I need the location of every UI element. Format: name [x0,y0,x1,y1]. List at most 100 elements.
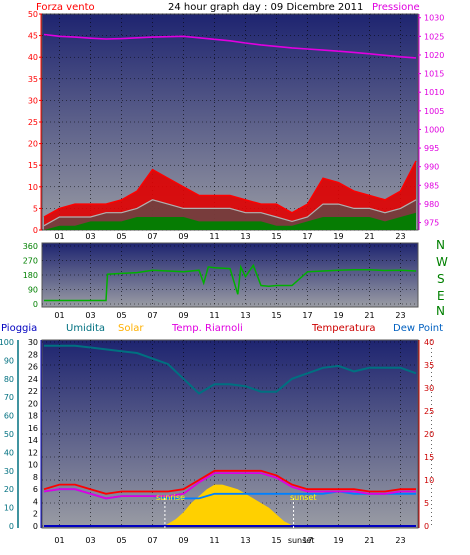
temperature-y-tick-label: 15 [424,453,434,462]
panel3-x-tick-label: 23 [395,536,405,545]
direction-y-tick-label: 90 [28,286,38,295]
humidity-line [44,344,417,395]
rain-y-tick-label: 6 [33,485,38,494]
panel2-x-tick-label: 11 [209,311,219,320]
panel1-x-tick-label: 23 [395,232,405,241]
rain-y-tick-label: 18 [28,412,38,421]
sunset-label: sunset [290,493,317,502]
wind-avg-area [44,212,416,230]
temperature-y-tick-label: 25 [424,407,434,416]
direction-y-tick-label: 360 [23,242,38,251]
pressure-y-tick-label: 985 [424,181,439,190]
solar-area [164,484,294,526]
direction-y-tick-label: 180 [23,271,38,280]
legend-solar: Solar [118,323,144,334]
temperature-line [43,469,416,495]
panel3-x-tick-label: 09 [178,536,188,545]
legend-humidity: Umidita [66,323,105,334]
panel3-x-tick-label: 11 [209,536,219,545]
panel1-x-tick-label: 19 [333,232,343,241]
panel1-x-tick-label: 11 [209,232,219,241]
chart-title: 24 hour graph day : 09 Dicembre 2011 [168,2,363,13]
legend-feels-temp: Temp. Riarnoli [171,323,243,334]
temperature-y-tick-label: 10 [424,476,434,485]
panel3-x-tick-label: 15 [271,536,281,545]
pressure-y-tick-label: 1025 [424,32,444,41]
panel1-x-tick-label: 13 [240,232,250,241]
direction-y-tick-label: 0 [33,300,38,309]
panel2-x-tick-label: 23 [395,311,405,320]
rain-y-tick-label: 16 [28,424,38,433]
panel3-x-tick-label: 07 [147,536,157,545]
rain-y-tick-label: 12 [28,448,38,457]
wind-y-tick-label: 5 [33,204,38,213]
wind-y-tick-label: 20 [28,140,38,149]
rain-y-tick-label: 8 [33,473,38,482]
pressure-y-tick-label: 1010 [424,88,444,97]
panel2-x-tick-label: 03 [85,311,95,320]
panel2-x-tick-label: 15 [271,311,281,320]
temperature-y-tick-label: 5 [424,499,429,508]
panel3-x-tick-label: 21 [364,536,374,545]
humidity-y-tick-label: 50 [4,430,14,439]
panel1-x-tick-label: 07 [147,232,157,241]
direction-y-tick-label: 270 [23,257,38,266]
compass-label-n-top: N [436,238,445,252]
wind-axis-label: Forza vento [36,2,95,13]
pressure-y-tick-label: 975 [424,219,439,228]
panel2-x-tick-label: 09 [178,311,188,320]
pressure-y-tick-label: 990 [424,163,439,172]
wind-y-tick-label: 50 [28,10,38,19]
rain-y-tick-label: 2 [33,510,38,519]
panel1-x-tick-label: 01 [54,232,64,241]
panel3-x-tick-label: 17 [302,536,312,545]
pressure-y-tick-label: 1030 [424,14,444,23]
temperature-y-tick-label: 20 [424,430,434,439]
panel2-x-tick-label: 13 [240,311,250,320]
pressure-y-tick-label: 980 [424,200,439,209]
humidity-y-tick-label: 20 [4,485,14,494]
panel1-x-tick-label: 05 [116,232,126,241]
legend-dew-point: Dew Point [393,323,443,334]
panel1-x-tick-label: 09 [178,232,188,241]
gust-line [43,160,417,218]
sunrise-label: sunrise [156,493,185,502]
humidity-y-tick-label: 70 [4,393,14,402]
rain-y-tick-label: 24 [28,375,38,384]
rain-y-tick-label: 14 [28,436,38,445]
panel1-x-tick-label: 17 [302,232,312,241]
panel3-x-tick-label: sunset [288,536,315,545]
panel2-x-tick-label: 07 [147,311,157,320]
legend-rain: Pioggia [1,323,37,334]
panel2-x-tick-label: 19 [333,311,343,320]
wind-y-tick-label: 35 [28,75,38,84]
temperature-y-tick-label: 40 [424,338,434,347]
wind-line [43,199,417,227]
wind-y-tick-label: 25 [28,118,38,127]
panel3-x-tick-label: 01 [54,536,64,545]
panel2-x-tick-label: 01 [54,311,64,320]
compass-label-e: E [437,289,445,303]
rain-y-tick-label: 30 [28,338,38,347]
humidity-y-tick-label: 90 [4,356,14,365]
panel3-x-tick-label: 03 [85,536,95,545]
feels-temp-line [43,472,416,500]
wind-y-tick-label: 40 [28,53,38,62]
legend-temperature: Temperatura [311,323,376,334]
wind-y-tick-label: 10 [28,183,38,192]
humidity-y-tick-label: 10 [4,504,14,513]
panel3-x-tick-label: 19 [333,536,343,545]
pressure-axis-label: Pressione [372,2,420,13]
rain-y-tick-label: 4 [33,497,38,506]
compass-label-n-bottom: N [436,304,445,318]
humidity-y-tick-label: 80 [4,375,14,384]
wind-y-tick-label: 0 [33,226,38,235]
humidity-y-tick-label: 60 [4,412,14,421]
panel2-x-tick-label: 17 [302,311,312,320]
compass-label-w: W [436,255,448,269]
rain-y-tick-label: 10 [28,461,38,470]
direction-line [44,263,417,302]
rain-y-tick-label: 26 [28,363,38,372]
